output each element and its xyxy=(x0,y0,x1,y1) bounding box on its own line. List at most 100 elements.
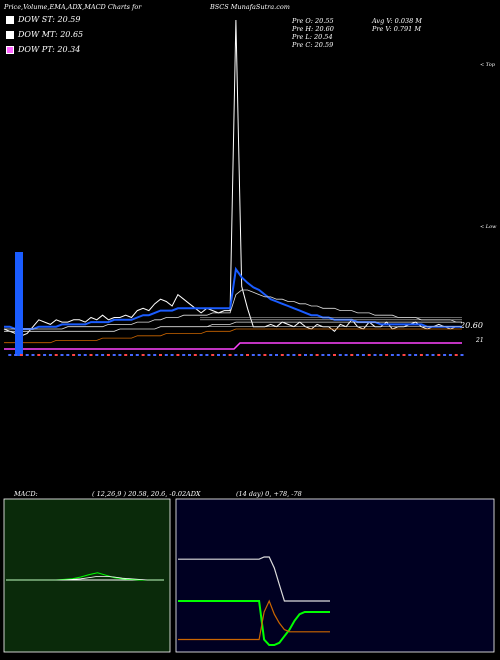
volume-bar xyxy=(176,354,180,356)
volume-bar xyxy=(379,354,383,356)
price-plot xyxy=(3,19,462,350)
dow-pt-line xyxy=(4,342,462,350)
stat-pre-close: Pre C: 20.59 xyxy=(292,41,334,49)
volume-bar xyxy=(135,354,139,356)
volume-bar xyxy=(72,354,76,356)
volume-bar xyxy=(188,354,191,356)
volume-bar xyxy=(159,354,162,356)
volume-bar xyxy=(25,354,29,356)
volume-bar xyxy=(217,354,220,356)
stat-pre-volume: Pre V: 0.791 M xyxy=(372,25,422,33)
volume-bar xyxy=(327,354,331,356)
stat-avg-volume: Avg V: 0.038 M xyxy=(372,17,422,25)
volume-bar xyxy=(240,354,244,356)
volume-bar xyxy=(431,354,435,356)
volume-bar xyxy=(43,354,47,356)
volume-bar xyxy=(275,354,278,356)
volume-bar xyxy=(170,354,174,356)
volume-bar xyxy=(130,354,133,356)
volume-bar xyxy=(60,354,64,356)
volume-bar xyxy=(408,354,412,356)
volume-bar xyxy=(89,354,93,356)
volume-bar xyxy=(124,354,128,356)
volume-bar xyxy=(350,354,354,356)
volume-bar xyxy=(199,354,203,356)
legend-dow-pt: DOW PT: 20.34 xyxy=(6,45,80,54)
stat-pre-open: Pre O: 20.55 xyxy=(292,17,334,25)
macd-title: MACD: xyxy=(14,490,38,498)
adx-line xyxy=(178,556,330,602)
label-low: < Low xyxy=(480,224,497,230)
adx-title: ADX xyxy=(186,490,201,498)
volume-bar xyxy=(356,354,360,356)
legend-label-pt: DOW PT: 20.34 xyxy=(18,45,81,54)
volume-bar xyxy=(222,354,226,356)
volume-bar xyxy=(460,354,464,356)
volume-bar xyxy=(234,354,238,356)
volume-bar xyxy=(141,354,145,356)
volume-bar xyxy=(315,354,319,356)
volume-bar xyxy=(390,354,394,356)
volume-bar xyxy=(338,354,342,356)
legend-swatch-st xyxy=(6,15,14,24)
volume-bar xyxy=(153,354,157,356)
adx-plot xyxy=(178,556,330,646)
volume-bar xyxy=(182,354,186,356)
volume-bar xyxy=(298,354,302,356)
signal-line xyxy=(6,576,164,581)
volume-bar xyxy=(54,354,58,356)
volume-bar xyxy=(101,354,105,356)
volume-bar xyxy=(309,354,313,356)
volume-bar xyxy=(396,354,400,356)
plus-di-line xyxy=(178,600,330,646)
volume-bar xyxy=(425,354,429,356)
volume-bar xyxy=(321,354,325,356)
label-top: < Top xyxy=(480,62,495,68)
volume-bar xyxy=(385,354,389,356)
volume-bar xyxy=(14,354,18,356)
volume-bar xyxy=(402,354,406,356)
legend-dow-mt: DOW MT: 20.65 xyxy=(6,30,83,39)
ema-mid-line xyxy=(4,289,462,330)
volume-bar xyxy=(419,354,423,356)
volume-bar xyxy=(269,354,273,356)
stat-pre-low: Pre L: 20.54 xyxy=(292,33,333,41)
volume-bar xyxy=(454,354,458,356)
volume-bar xyxy=(263,354,267,356)
legend-label-mt: DOW MT: 20.65 xyxy=(18,30,84,39)
volume-bar xyxy=(66,354,70,356)
volume-bar xyxy=(437,354,441,356)
volume-bar xyxy=(443,354,447,356)
price-line xyxy=(3,19,462,337)
adx-panel xyxy=(175,498,495,653)
volume-bar xyxy=(280,354,284,356)
volume-bar xyxy=(414,354,418,356)
macd-params: ( 12,26,9 ) 20.58, 20.6, -0.02 xyxy=(92,490,187,498)
volume-bar xyxy=(164,354,168,356)
volume-bars xyxy=(8,252,464,356)
volume-bar xyxy=(228,354,232,356)
chart-site: BSCS MunafaSutra.com xyxy=(210,3,290,11)
legend-label-st: DOW ST: 20.59 xyxy=(18,15,81,24)
adx-params: (14 day) 0, +78, -78 xyxy=(236,490,302,498)
volume-bar xyxy=(31,354,35,356)
volume-bar xyxy=(333,354,336,356)
volume-bar xyxy=(205,354,209,356)
volume-bar xyxy=(48,354,52,356)
volume-bar xyxy=(106,354,110,356)
volume-bar xyxy=(112,354,116,356)
volume-bar xyxy=(19,354,23,356)
ema-short-line xyxy=(4,266,462,330)
volume-bar xyxy=(211,354,215,356)
price-label-secondary: 21 xyxy=(476,337,484,344)
stat-pre-high: Pre H: 20.60 xyxy=(292,25,334,33)
price-label: 20.60 xyxy=(460,321,483,330)
volume-bar xyxy=(304,354,307,356)
volume-bar xyxy=(15,252,23,356)
volume-bar xyxy=(286,354,290,356)
volume-bar xyxy=(95,354,99,356)
volume-bar xyxy=(118,354,122,356)
volume-bar xyxy=(37,354,41,356)
volume-bar xyxy=(147,354,151,356)
legend-dow-st: DOW ST: 20.59 xyxy=(6,15,80,24)
